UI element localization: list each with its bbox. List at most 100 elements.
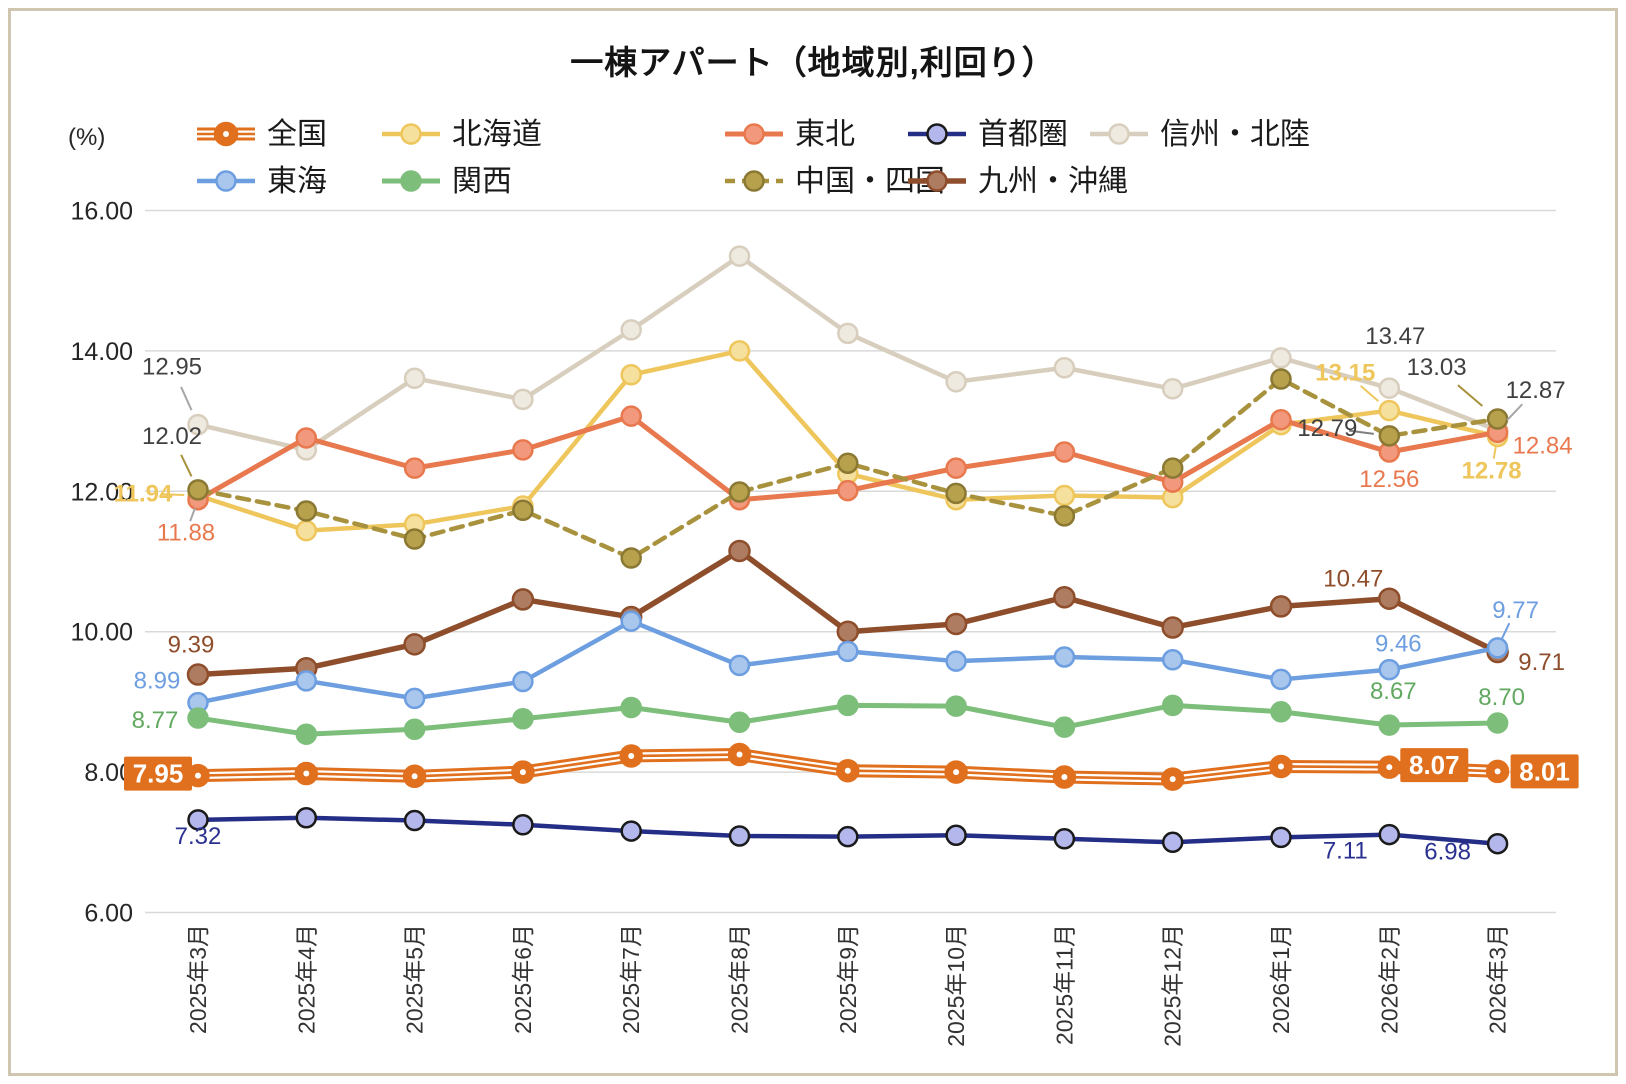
- data-label-関西: 8.70: [1478, 684, 1525, 711]
- data-point-marker: [403, 809, 426, 832]
- data-point-marker: [837, 322, 859, 345]
- data-point-marker: [1053, 586, 1076, 609]
- x-tick-label: 2025年10月: [943, 924, 969, 1047]
- data-point-marker: [403, 633, 426, 656]
- data-point-marker: [945, 482, 967, 505]
- data-point-marker: [1378, 823, 1401, 846]
- label-leader-line: [1348, 429, 1374, 435]
- marker-center-dot: [411, 773, 418, 780]
- data-label-信州・北陸: 12.87: [1506, 377, 1566, 421]
- data-point-marker: [1269, 595, 1293, 618]
- data-label-text: 12.02: [142, 423, 202, 450]
- legend-marker-center-dot: [223, 131, 229, 137]
- y-tick-label: 10.00: [70, 619, 133, 647]
- label-leader-line: [180, 386, 193, 411]
- legend-item-九州・沖縄: 九州・沖縄: [908, 165, 1128, 198]
- data-point-marker: [1270, 408, 1292, 431]
- data-label-首都圏: 7.11: [1323, 838, 1368, 865]
- data-label-全国: 8.01: [1510, 754, 1579, 789]
- marker-center-dot: [844, 767, 851, 774]
- data-point-marker: [837, 694, 859, 717]
- data-label-全国: 8.07: [1400, 748, 1469, 783]
- data-point-marker: [1161, 457, 1184, 479]
- data-point-marker: [403, 718, 426, 741]
- data-point-marker: [945, 371, 967, 393]
- legend-item-信州・北陸: 信州・北陸: [1090, 118, 1310, 151]
- marker-center-dot: [303, 770, 310, 777]
- data-point-marker: [295, 806, 318, 829]
- data-label-九州・沖縄: 9.71: [1518, 649, 1565, 676]
- data-point-marker: [945, 650, 967, 672]
- data-label-text: 9.46: [1375, 631, 1422, 658]
- label-leader-line: [1506, 403, 1524, 421]
- data-point-marker: [512, 707, 534, 730]
- data-label-首都圏: 6.98: [1424, 839, 1471, 866]
- data-point-marker: [1053, 505, 1076, 527]
- label-callout-box: [1510, 754, 1579, 789]
- data-point-marker: [1378, 587, 1401, 610]
- data-label-text: 8.70: [1478, 684, 1525, 711]
- data-point-marker: [1378, 377, 1401, 399]
- y-axis-unit-label: (%): [68, 124, 106, 151]
- data-label-text: 12.78: [1462, 458, 1522, 485]
- data-point-marker: [945, 824, 967, 847]
- data-label-北海道: 11.94: [114, 481, 185, 508]
- label-leader-line: [1457, 384, 1483, 407]
- data-point-marker: [1053, 828, 1076, 850]
- legend-item-label: 北海道: [452, 118, 542, 151]
- legend-swatch-marker: [1108, 123, 1130, 145]
- marker-center-dot: [1169, 776, 1176, 783]
- data-label-九州・沖縄: 9.39: [168, 632, 215, 659]
- series-東海: [187, 610, 1509, 714]
- data-point-marker: [403, 528, 426, 550]
- data-point-marker: [295, 519, 318, 542]
- data-point-marker: [728, 340, 751, 362]
- data-point-marker: [1270, 668, 1292, 691]
- data-label-信州・北陸: 12.95: [142, 354, 202, 411]
- data-label-text: 12.84: [1513, 432, 1573, 459]
- data-point-marker: [187, 707, 209, 729]
- data-label-東北: 12.56: [1359, 466, 1419, 493]
- data-label-東北: 11.88: [157, 507, 215, 547]
- marker-center-dot: [1386, 764, 1393, 771]
- data-point-marker: [512, 814, 534, 836]
- y-tick-label: 14.00: [70, 338, 133, 366]
- data-point-marker: [403, 457, 426, 479]
- data-label-信州・北陸: 13.47: [1365, 323, 1425, 350]
- data-label-text: 12.95: [142, 354, 202, 381]
- data-point-marker: [1053, 441, 1076, 463]
- data-point-marker: [295, 723, 318, 745]
- data-label-東海: 8.99: [134, 668, 181, 695]
- data-label-text: 13.03: [1407, 354, 1467, 381]
- data-point-marker: [1486, 637, 1509, 659]
- x-tick-label: 2025年4月: [293, 924, 319, 1034]
- data-point-marker: [187, 479, 209, 501]
- legend-item-label: 東海: [267, 165, 327, 198]
- data-label-text: 9.77: [1492, 597, 1539, 624]
- y-tick-label: 12.00: [70, 478, 133, 506]
- data-label-九州・沖縄: 10.47: [1323, 566, 1383, 593]
- label-callout-box: [124, 756, 192, 791]
- data-label-text: 13.47: [1365, 323, 1425, 350]
- data-label-text: 11.88: [157, 520, 215, 547]
- x-tick-label: 2025年5月: [402, 924, 428, 1034]
- legend-item-label: 関西: [452, 165, 512, 198]
- data-label-text: 7.11: [1323, 838, 1368, 865]
- series-首都圏: [187, 806, 1509, 855]
- data-label-text: 8.99: [134, 668, 181, 695]
- data-label-首都圏: 7.32: [175, 823, 222, 850]
- legend-item-全国: 全国: [197, 118, 327, 151]
- data-label-中国・四国: 13.03: [1407, 354, 1483, 407]
- y-tick-label: 16.00: [70, 198, 133, 226]
- data-point-marker: [837, 452, 859, 474]
- label-leader-line: [1360, 385, 1379, 402]
- legend-swatch-marker: [400, 123, 422, 145]
- label-leader-line: [1501, 622, 1511, 639]
- data-point-marker: [1270, 347, 1292, 369]
- data-point-marker: [1161, 694, 1184, 717]
- data-point-marker: [1486, 832, 1509, 855]
- data-label-東海: 9.77: [1492, 597, 1539, 639]
- data-label-関西: 8.77: [132, 707, 179, 734]
- legend-swatch-marker: [926, 170, 948, 192]
